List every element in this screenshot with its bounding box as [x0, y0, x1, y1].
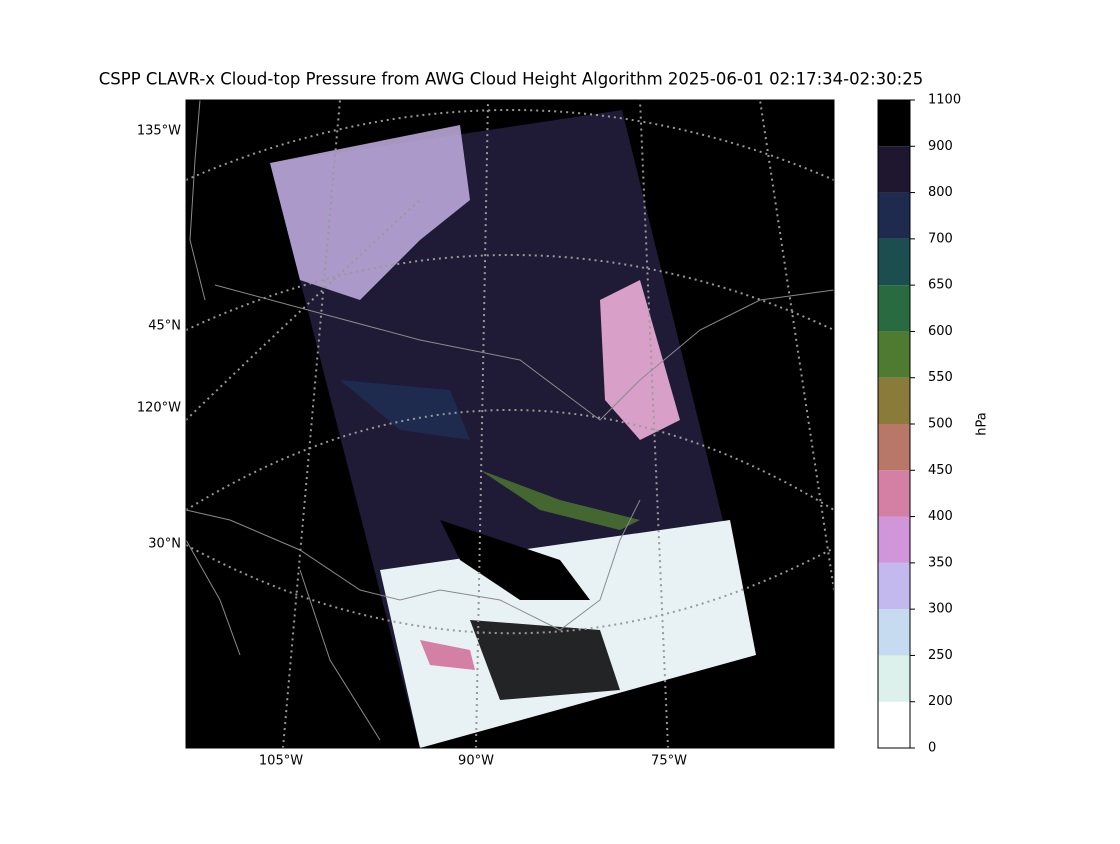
coastline: [189, 100, 834, 421]
lon-label: 135°W: [137, 124, 181, 139]
title: CSPP CLAVR-x Cloud-top Pressure from AWG…: [99, 70, 923, 89]
colorbar-tick-label: 0: [928, 741, 936, 756]
colorbar-segment: [878, 609, 910, 656]
colorbar-tick-label: 400: [928, 509, 953, 524]
mid-cloud: [480, 470, 640, 530]
colorbar-segment: [878, 516, 910, 563]
map-frame: [185, 99, 835, 749]
graticule: [186, 544, 834, 635]
graticule: [475, 100, 489, 748]
lon-label: 105°W: [259, 754, 303, 769]
colorbar-tick-label: 450: [928, 463, 953, 478]
colorbar-segment: [878, 470, 910, 517]
colorbar-tick-label: 800: [928, 185, 953, 200]
high-cloud: [420, 640, 475, 670]
lat-label: 30°N: [148, 537, 181, 552]
clear-area: [440, 520, 590, 600]
coastline: [186, 499, 641, 631]
colorbar-tick-label: 200: [928, 694, 953, 709]
colorbar-tick-label: 250: [928, 648, 953, 663]
graticule: [639, 100, 669, 748]
colorbar-tick-label: 700: [928, 231, 953, 246]
mid-cloud: [340, 380, 470, 440]
colorbar-tick-label: 600: [928, 324, 953, 339]
lon-label: 90°W: [458, 754, 494, 769]
colorbar-segment: [878, 100, 910, 147]
graticule: [282, 100, 341, 748]
colorbar-tick-label: 300: [928, 602, 953, 617]
colorbar-tick-label: 900: [928, 139, 953, 154]
colorbar: 0 200 250 300 350 400 450 500 550 600 650 700 800 900…: [877, 93, 961, 756]
lat-label: 45°N: [148, 319, 181, 334]
colorbar-segment: [878, 238, 910, 286]
colorbar-segment: [878, 424, 910, 471]
graticule: [186, 254, 834, 331]
colorbar-tick-label: 500: [928, 417, 953, 432]
graticule: [186, 409, 834, 511]
clear-area: [470, 620, 620, 700]
colorbar-segment: [878, 701, 910, 748]
colorbar-tick-label: 650: [928, 278, 953, 293]
colorbar-label: hPa: [975, 412, 990, 435]
colorbar-segment: [878, 377, 910, 424]
colorbar-segment: [878, 146, 910, 193]
colorbar-segment: [878, 562, 910, 610]
colorbar-tick-label: 1100: [928, 93, 961, 108]
lon-label: 75°W: [651, 754, 687, 769]
map: 135°W 45°N 120°W 30°N 105°W 90°W 75°W: [137, 99, 835, 769]
lon-label: 120°W: [137, 401, 181, 416]
graticule: [759, 100, 834, 591]
colorbar-segment: [878, 192, 910, 239]
colorbar-segment: [878, 285, 910, 332]
coastline: [186, 539, 381, 741]
colorbar-segment: [878, 331, 910, 378]
high-cloud: [270, 125, 470, 300]
colorbar-tick-label: 550: [928, 370, 953, 385]
colorbar-segment: [878, 655, 910, 702]
colorbar-tick-label: 350: [928, 555, 953, 570]
